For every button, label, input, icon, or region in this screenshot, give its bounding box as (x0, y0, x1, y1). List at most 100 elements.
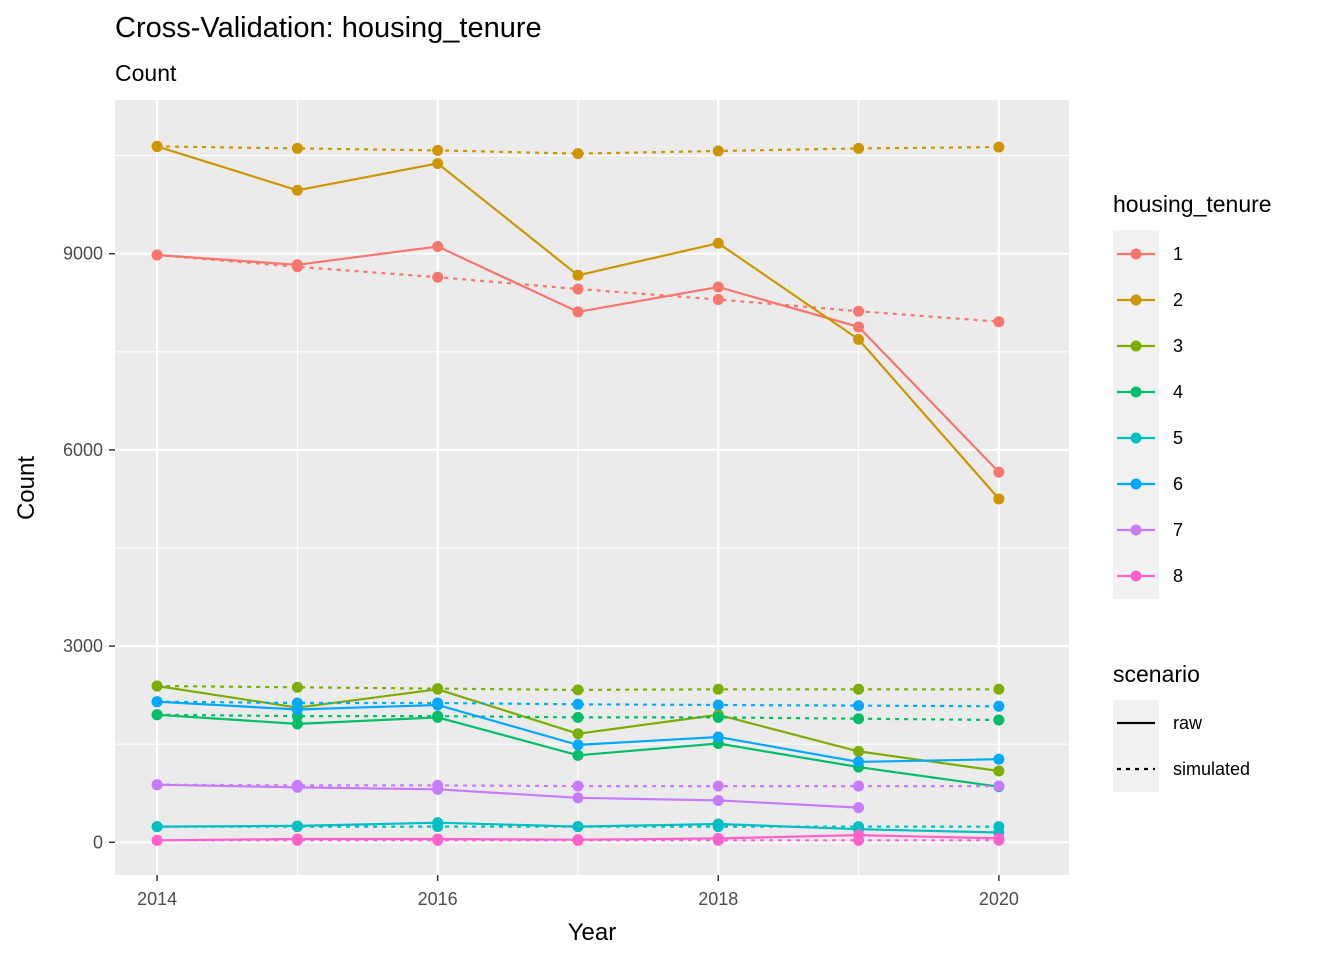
linetype-legend-label: simulated (1173, 759, 1250, 779)
data-point-7-simulated (572, 780, 584, 792)
linetype-legend-title: scenario (1113, 661, 1200, 687)
data-point-2-raw (572, 269, 584, 281)
color-legend-label: 7 (1173, 520, 1183, 540)
data-point-6-raw (712, 731, 724, 743)
data-point-5-simulated (151, 821, 163, 833)
y-axis-title: Count (13, 456, 40, 520)
data-point-5-simulated (291, 821, 303, 833)
data-point-1-raw (432, 240, 444, 252)
color-legend-label: 8 (1173, 566, 1183, 586)
x-tick-label: 2014 (137, 889, 177, 909)
data-point-8-simulated (151, 834, 163, 846)
data-point-3-simulated (432, 683, 444, 695)
data-point-3-simulated (151, 680, 163, 692)
data-point-1-raw (993, 466, 1005, 478)
data-point-1-simulated (151, 249, 163, 261)
data-point-8-simulated (572, 834, 584, 846)
data-point-2-simulated (993, 141, 1005, 153)
data-point-1-raw (572, 306, 584, 318)
data-point-7-simulated (993, 780, 1005, 792)
data-point-3-raw (993, 765, 1005, 777)
data-point-4-simulated (151, 709, 163, 721)
data-point-7-simulated (291, 779, 303, 791)
data-point-6-raw (853, 756, 865, 768)
data-point-6-simulated (993, 700, 1005, 712)
color-legend-keys-bg (1113, 230, 1159, 599)
data-point-5-simulated (993, 821, 1005, 833)
data-point-6-simulated (432, 697, 444, 709)
data-point-1-raw (712, 281, 724, 293)
chart-title: Cross-Validation: housing_tenure (115, 12, 542, 44)
data-point-7-simulated (151, 779, 163, 791)
x-tick-label: 2016 (418, 889, 458, 909)
linetype-legend-label: raw (1173, 713, 1203, 733)
data-point-6-simulated (712, 699, 724, 711)
y-tick-label: 3000 (63, 636, 103, 656)
data-point-2-raw (432, 157, 444, 169)
data-point-5-simulated (712, 821, 724, 833)
color-legend-key-point (1130, 478, 1142, 490)
data-point-3-simulated (572, 684, 584, 696)
data-point-6-simulated (291, 697, 303, 709)
data-point-6-raw (993, 753, 1005, 765)
data-point-2-raw (993, 493, 1005, 505)
data-point-8-simulated (712, 834, 724, 846)
color-legend-key-point (1130, 248, 1142, 260)
data-point-3-simulated (993, 683, 1005, 695)
data-point-2-raw (853, 333, 865, 345)
data-point-4-simulated (432, 710, 444, 722)
data-point-6-simulated (151, 696, 163, 708)
data-point-1-simulated (993, 316, 1005, 328)
color-legend-key-point (1130, 570, 1142, 582)
data-point-8-simulated (291, 834, 303, 846)
y-tick-label: 6000 (63, 440, 103, 460)
data-point-7-raw (712, 794, 724, 806)
data-point-3-raw (572, 728, 584, 740)
data-point-4-raw (291, 718, 303, 730)
y-tick-label: 0 (93, 832, 103, 852)
color-legend-label: 5 (1173, 428, 1183, 448)
data-point-3-simulated (712, 683, 724, 695)
data-point-3-simulated (853, 683, 865, 695)
data-point-4-simulated (853, 713, 865, 725)
data-point-2-simulated (712, 145, 724, 157)
data-point-4-raw (572, 749, 584, 761)
data-point-1-simulated (432, 271, 444, 283)
data-point-5-simulated (853, 821, 865, 833)
data-point-7-simulated (853, 780, 865, 792)
data-point-1-simulated (712, 293, 724, 305)
color-legend-label: 1 (1173, 244, 1183, 264)
data-point-2-raw (712, 237, 724, 249)
color-legend-key-point (1130, 340, 1142, 352)
data-point-8-simulated (993, 834, 1005, 846)
data-point-2-simulated (572, 148, 584, 160)
x-tick-label: 2020 (979, 889, 1019, 909)
data-point-7-raw (572, 792, 584, 804)
color-legend-key-point (1130, 294, 1142, 306)
color-legend-label: 3 (1173, 336, 1183, 356)
data-point-6-simulated (853, 700, 865, 712)
data-point-4-simulated (993, 714, 1005, 726)
data-point-5-simulated (572, 821, 584, 833)
data-point-8-simulated (853, 834, 865, 846)
color-legend-label: 2 (1173, 290, 1183, 310)
color-legend-label: 6 (1173, 474, 1183, 494)
data-point-3-simulated (291, 681, 303, 693)
data-point-6-raw (572, 739, 584, 751)
color-legend-label: 4 (1173, 382, 1183, 402)
data-point-1-simulated (853, 305, 865, 317)
data-point-2-raw (291, 184, 303, 196)
x-axis-title: Year (568, 919, 617, 946)
data-point-1-simulated (291, 261, 303, 273)
data-point-5-simulated (432, 821, 444, 833)
data-point-4-simulated (712, 711, 724, 723)
color-legend-key-point (1130, 432, 1142, 444)
data-point-7-simulated (432, 779, 444, 791)
color-legend-title: housing_tenure (1113, 191, 1272, 217)
data-point-2-simulated (151, 140, 163, 152)
data-point-7-simulated (712, 780, 724, 792)
data-point-1-raw (853, 321, 865, 333)
data-point-7-raw (853, 802, 865, 814)
color-legend-key-point (1130, 524, 1142, 536)
